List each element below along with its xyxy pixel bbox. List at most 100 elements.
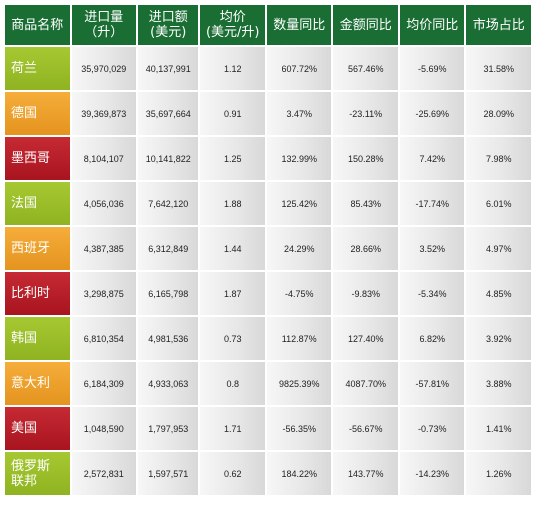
cell-import-value: 1,797,953: [138, 407, 199, 450]
header-product-name: 商品名称: [5, 5, 70, 45]
table-row: 德国 39,369,873 35,697,664 0.91 3.47% -23.…: [5, 92, 531, 135]
cell-import-volume: 1,048,590: [71, 407, 136, 450]
cell-avg-price: 1.12: [200, 47, 265, 90]
cell-avg-price: 0.91: [200, 92, 265, 135]
table-row: 意大利 6,184,309 4,933,063 0.8 9825.39% 408…: [5, 362, 531, 405]
row-country-name: 美国: [5, 407, 70, 450]
cell-market-share: 28.09%: [466, 92, 531, 135]
header-value-yoy: 金额同比: [333, 5, 398, 45]
cell-volume-yoy: -56.35%: [266, 407, 332, 450]
row-country-name: 荷兰: [5, 47, 70, 90]
cell-market-share: 7.98%: [466, 137, 531, 180]
table-row: 比利时 3,298,875 6,165,798 1.87 -4.75% -9.8…: [5, 272, 531, 315]
header-avg-price: 均价 (美元/升): [200, 5, 265, 45]
cell-price-yoy: -0.73%: [399, 407, 465, 450]
cell-value-yoy: 127.40%: [333, 317, 398, 360]
table-row: 荷兰 35,970,029 40,137,991 1.12 607.72% 56…: [5, 47, 531, 90]
cell-value-yoy: 85.43%: [333, 182, 398, 225]
cell-import-value: 6,312,849: [138, 227, 199, 270]
row-country-name: 比利时: [5, 272, 70, 315]
cell-import-volume: 3,298,875: [71, 272, 136, 315]
table-row: 西班牙 4,387,385 6,312,849 1.44 24.29% 28.6…: [5, 227, 531, 270]
cell-market-share: 6.01%: [466, 182, 531, 225]
cell-import-volume: 8,104,107: [71, 137, 136, 180]
import-data-table: 商品名称 进口量 （升） 进口额 (美元) 均价 (美元/升) 数量同比 金额同…: [3, 3, 533, 497]
cell-market-share: 3.88%: [466, 362, 531, 405]
cell-volume-yoy: 132.99%: [266, 137, 332, 180]
cell-avg-price: 0.62: [200, 452, 265, 495]
cell-price-yoy: 7.42%: [399, 137, 465, 180]
header-volume-yoy: 数量同比: [266, 5, 332, 45]
row-country-name: 墨西哥: [5, 137, 70, 180]
cell-market-share: 31.58%: [466, 47, 531, 90]
cell-market-share: 1.41%: [466, 407, 531, 450]
cell-value-yoy: -9.83%: [333, 272, 398, 315]
cell-market-share: 4.85%: [466, 272, 531, 315]
row-country-name: 西班牙: [5, 227, 70, 270]
cell-price-yoy: -25.69%: [399, 92, 465, 135]
cell-value-yoy: 150.28%: [333, 137, 398, 180]
cell-price-yoy: 6.82%: [399, 317, 465, 360]
cell-price-yoy: -17.74%: [399, 182, 465, 225]
cell-avg-price: 0.8: [200, 362, 265, 405]
cell-volume-yoy: 184.22%: [266, 452, 332, 495]
cell-import-value: 4,933,063: [138, 362, 199, 405]
cell-volume-yoy: -4.75%: [266, 272, 332, 315]
cell-import-volume: 6,810,354: [71, 317, 136, 360]
row-country-name: 意大利: [5, 362, 70, 405]
cell-price-yoy: -5.69%: [399, 47, 465, 90]
cell-value-yoy: 143.77%: [333, 452, 398, 495]
cell-price-yoy: 3.52%: [399, 227, 465, 270]
cell-value-yoy: 28.66%: [333, 227, 398, 270]
cell-volume-yoy: 125.42%: [266, 182, 332, 225]
cell-avg-price: 1.87: [200, 272, 265, 315]
cell-avg-price: 1.25: [200, 137, 265, 180]
cell-value-yoy: -23.11%: [333, 92, 398, 135]
cell-avg-price: 1.88: [200, 182, 265, 225]
cell-import-value: 40,137,991: [138, 47, 199, 90]
row-country-name: 韩国: [5, 317, 70, 360]
row-country-name: 德国: [5, 92, 70, 135]
cell-avg-price: 1.44: [200, 227, 265, 270]
cell-volume-yoy: 607.72%: [266, 47, 332, 90]
cell-price-yoy: -57.81%: [399, 362, 465, 405]
cell-import-value: 6,165,798: [138, 272, 199, 315]
cell-market-share: 1.26%: [466, 452, 531, 495]
cell-market-share: 4.97%: [466, 227, 531, 270]
cell-import-value: 4,981,536: [138, 317, 199, 360]
cell-value-yoy: 4087.70%: [333, 362, 398, 405]
cell-avg-price: 1.71: [200, 407, 265, 450]
cell-price-yoy: -14.23%: [399, 452, 465, 495]
cell-avg-price: 0.73: [200, 317, 265, 360]
table-row: 韩国 6,810,354 4,981,536 0.73 112.87% 127.…: [5, 317, 531, 360]
table-row: 法国 4,056,036 7,642,120 1.88 125.42% 85.4…: [5, 182, 531, 225]
row-country-name: 法国: [5, 182, 70, 225]
cell-import-volume: 2,572,831: [71, 452, 136, 495]
table-row: 俄罗斯 联邦 2,572,831 1,597,571 0.62 184.22% …: [5, 452, 531, 495]
header-market-share: 市场占比: [466, 5, 531, 45]
cell-volume-yoy: 3.47%: [266, 92, 332, 135]
row-country-name: 俄罗斯 联邦: [5, 452, 70, 495]
cell-market-share: 3.92%: [466, 317, 531, 360]
table-row: 墨西哥 8,104,107 10,141,822 1.25 132.99% 15…: [5, 137, 531, 180]
header-row: 商品名称 进口量 （升） 进口额 (美元) 均价 (美元/升) 数量同比 金额同…: [5, 5, 531, 45]
cell-import-value: 35,697,664: [138, 92, 199, 135]
cell-import-volume: 39,369,873: [71, 92, 136, 135]
cell-import-volume: 35,970,029: [71, 47, 136, 90]
cell-import-volume: 6,184,309: [71, 362, 136, 405]
header-price-yoy: 均价同比: [399, 5, 465, 45]
cell-import-volume: 4,387,385: [71, 227, 136, 270]
table-row: 美国 1,048,590 1,797,953 1.71 -56.35% -56.…: [5, 407, 531, 450]
cell-volume-yoy: 9825.39%: [266, 362, 332, 405]
cell-import-value: 10,141,822: [138, 137, 199, 180]
cell-volume-yoy: 112.87%: [266, 317, 332, 360]
cell-import-volume: 4,056,036: [71, 182, 136, 225]
cell-value-yoy: 567.46%: [333, 47, 398, 90]
cell-import-value: 1,597,571: [138, 452, 199, 495]
header-import-value: 进口额 (美元): [138, 5, 199, 45]
cell-import-value: 7,642,120: [138, 182, 199, 225]
cell-volume-yoy: 24.29%: [266, 227, 332, 270]
header-import-volume: 进口量 （升）: [71, 5, 136, 45]
cell-value-yoy: -56.67%: [333, 407, 398, 450]
